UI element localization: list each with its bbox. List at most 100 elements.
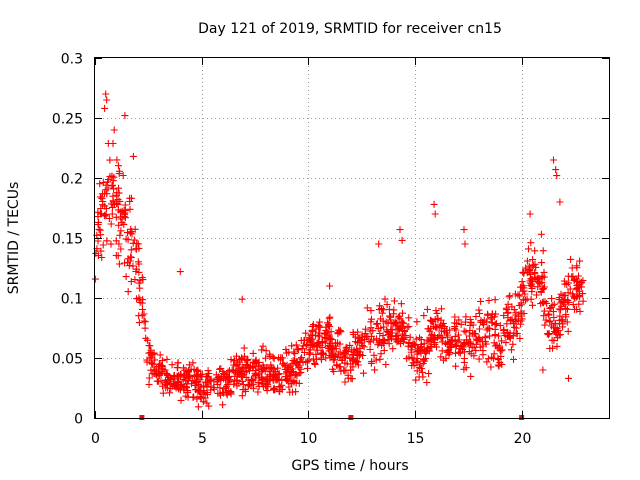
data-point xyxy=(444,347,452,355)
data-point xyxy=(556,312,564,320)
data-point xyxy=(573,284,581,292)
data-point xyxy=(97,193,104,201)
data-point xyxy=(147,366,155,374)
data-point xyxy=(204,367,212,375)
data-point xyxy=(517,308,525,316)
y-tick-label: 0 xyxy=(74,412,83,428)
data-point xyxy=(103,190,111,198)
data-point xyxy=(561,300,569,308)
data-point xyxy=(338,357,346,364)
data-point xyxy=(445,339,453,347)
data-point xyxy=(472,347,480,355)
data-point xyxy=(328,365,336,373)
data-point xyxy=(372,356,380,364)
data-point xyxy=(539,366,547,374)
data-gap-marker xyxy=(139,415,145,420)
data-point xyxy=(396,315,404,323)
data-point xyxy=(406,333,414,341)
data-point xyxy=(428,331,436,338)
data-point xyxy=(527,282,535,289)
data-point xyxy=(383,328,391,335)
data-point xyxy=(375,240,383,248)
data-point xyxy=(142,334,150,342)
data-point xyxy=(390,310,397,318)
data-point xyxy=(135,319,143,327)
data-point xyxy=(115,184,122,192)
data-point xyxy=(109,181,116,189)
plot-frame xyxy=(94,57,610,419)
data-point xyxy=(553,172,561,180)
data-point xyxy=(323,328,331,336)
data-point xyxy=(98,194,106,202)
data-point xyxy=(416,334,423,342)
data-point xyxy=(350,331,357,338)
data-point xyxy=(518,315,526,323)
data-point xyxy=(238,295,246,303)
data-point xyxy=(216,384,224,392)
data-point xyxy=(244,363,252,371)
data-point xyxy=(340,366,348,374)
x-tick-label: 20 xyxy=(514,431,532,447)
data-point xyxy=(454,338,462,346)
data-point xyxy=(314,322,322,329)
data-point xyxy=(519,268,527,276)
data-point xyxy=(424,325,432,333)
data-point xyxy=(422,348,430,356)
data-point xyxy=(335,326,343,334)
data-point xyxy=(302,329,310,337)
data-point xyxy=(96,226,104,234)
data-point xyxy=(463,336,471,344)
data-point xyxy=(163,355,171,363)
data-point xyxy=(452,362,460,370)
data-point xyxy=(238,371,246,378)
data-point xyxy=(336,348,344,356)
data-point xyxy=(194,403,202,411)
data-point xyxy=(262,347,270,355)
data-point xyxy=(504,300,512,308)
data-point xyxy=(472,313,480,320)
data-point xyxy=(364,333,372,340)
data-point xyxy=(191,381,199,389)
data-point xyxy=(159,382,167,390)
data-point xyxy=(186,373,194,381)
data-point xyxy=(275,370,283,378)
data-point xyxy=(360,343,368,351)
data-point xyxy=(116,231,124,239)
data-point xyxy=(116,197,124,205)
data-point xyxy=(305,346,313,354)
data-point xyxy=(159,389,167,397)
data-point xyxy=(443,329,450,337)
data-point xyxy=(500,326,508,334)
data-point xyxy=(107,220,115,228)
data-point xyxy=(382,361,390,368)
data-point xyxy=(510,356,517,363)
data-point xyxy=(505,293,513,301)
data-point xyxy=(150,350,158,358)
data-point xyxy=(145,374,153,382)
data-point xyxy=(562,305,570,313)
data-point xyxy=(531,270,539,278)
data-point xyxy=(423,379,431,386)
data-point xyxy=(299,359,307,367)
data-point xyxy=(373,335,381,343)
data-point xyxy=(446,338,454,346)
data-point xyxy=(174,359,182,367)
data-point xyxy=(239,381,247,389)
data-point xyxy=(216,365,223,373)
data-point xyxy=(162,384,170,392)
data-point xyxy=(556,320,563,328)
data-point xyxy=(341,353,349,361)
data-point xyxy=(555,331,563,339)
data-point xyxy=(365,337,373,345)
y-tick-label: 0.25 xyxy=(52,112,83,128)
chart-title: Day 121 of 2019, SRMTID for receiver cn1… xyxy=(198,21,502,37)
data-point xyxy=(401,327,409,335)
data-point xyxy=(121,112,129,120)
data-point xyxy=(540,268,548,276)
ticks-layer xyxy=(95,58,609,419)
data-point xyxy=(110,185,118,193)
data-point xyxy=(349,356,356,364)
data-point xyxy=(398,322,406,330)
y-tick-labels: 0 0.05 0.1 0.15 0.2 0.25 0.3 xyxy=(52,52,83,428)
